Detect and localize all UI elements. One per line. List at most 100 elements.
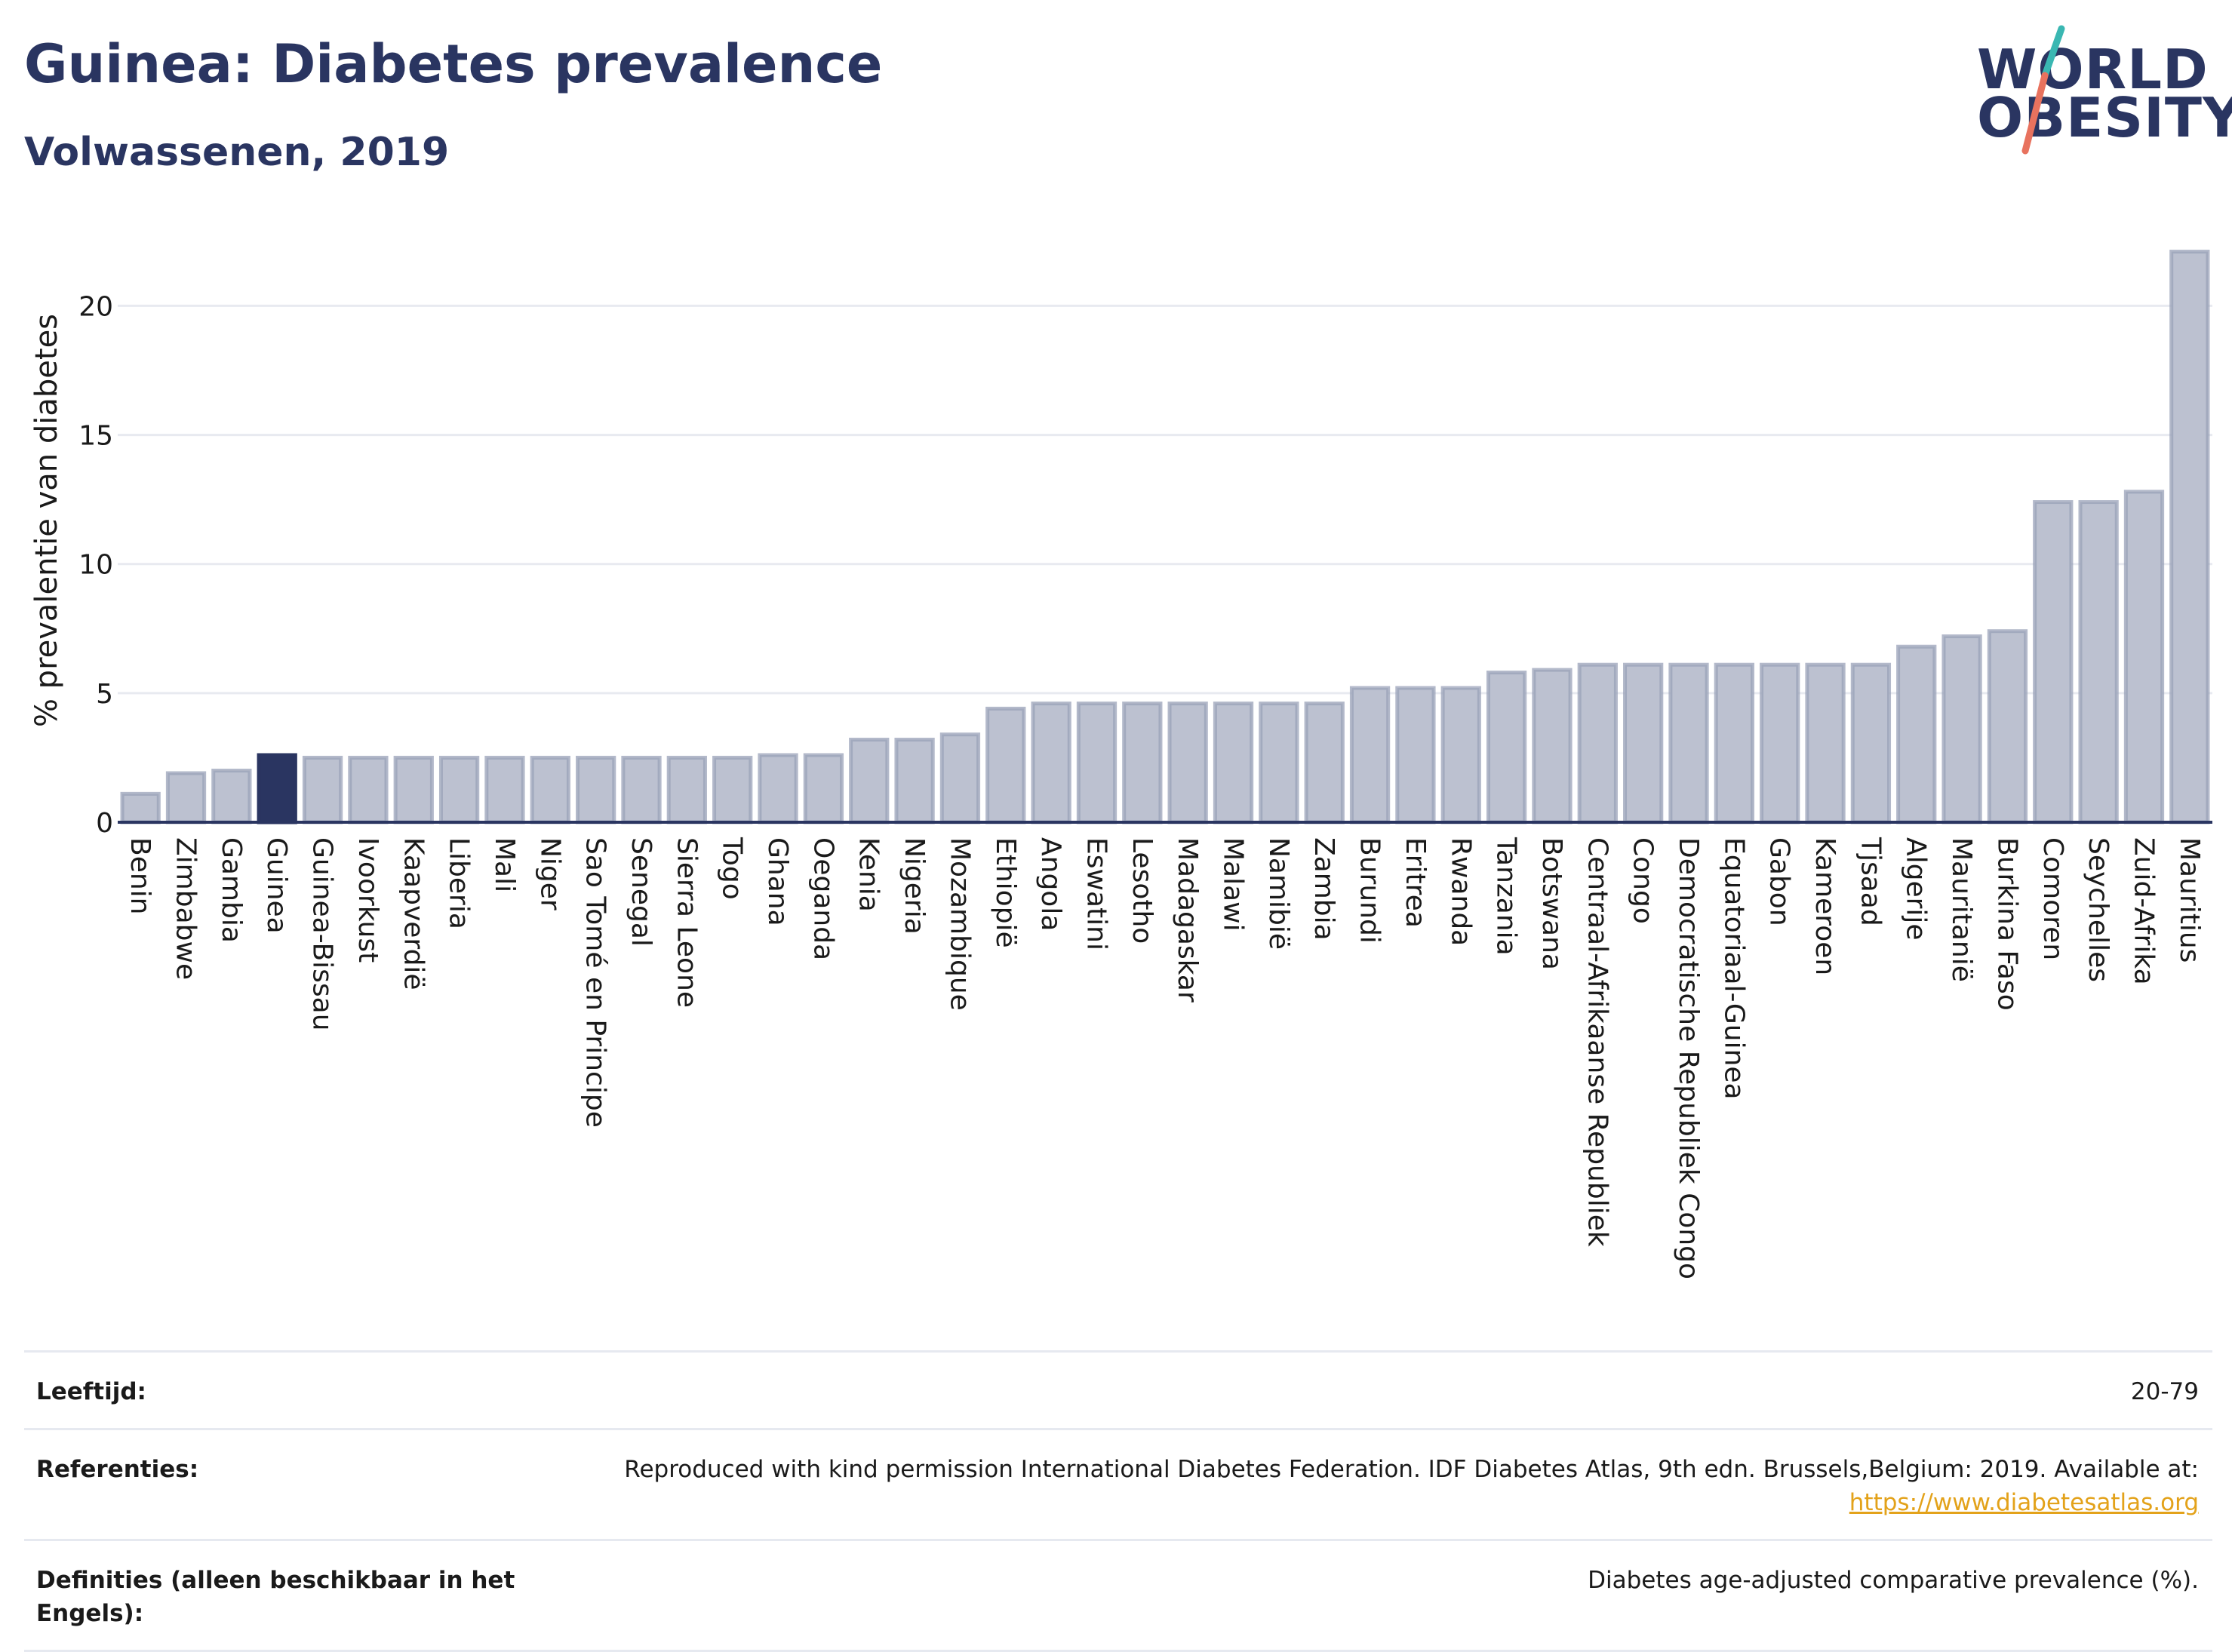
bar-rwanda[interactable] xyxy=(1440,686,1481,824)
bar-ghana[interactable] xyxy=(758,753,798,824)
references-text: Reproduced with kind permission Internat… xyxy=(624,1456,2199,1483)
logo-line-1: WORLD xyxy=(1977,38,2209,101)
references-label: Referenties: xyxy=(36,1456,199,1483)
x-tick-label: Guinea-Bissau xyxy=(307,837,338,1031)
x-tick-label: Democratische Republiek Congo xyxy=(1673,837,1704,1279)
x-tick-label: Namibië xyxy=(1263,837,1294,950)
bar-mali[interactable] xyxy=(484,755,525,824)
bar-togo[interactable] xyxy=(712,755,753,824)
references-value: Reproduced with kind permission Internat… xyxy=(624,1453,2199,1519)
x-tick-label: Angola xyxy=(1035,837,1066,931)
chart-subtitle: Volwassenen, 2019 xyxy=(24,130,450,175)
x-tick-label: Zuid-Afrika xyxy=(2128,837,2159,985)
x-tick-label: Tjsaad xyxy=(1855,837,1886,926)
x-tick-label: Kenia xyxy=(853,837,884,912)
bar-kaapverdi-[interactable] xyxy=(393,755,434,824)
x-tick-label: Eritrea xyxy=(1400,837,1431,928)
bar-malawi[interactable] xyxy=(1213,702,1254,824)
bar-zimbabwe[interactable] xyxy=(165,771,207,824)
chart-title: Guinea: Diabetes prevalence xyxy=(24,33,883,95)
x-tick-label: Mauritanië xyxy=(1946,837,1977,982)
x-tick-label: Niger xyxy=(534,837,565,910)
bar-equatoriaal-guinea[interactable] xyxy=(1714,662,1754,824)
x-tick-label: Algerije xyxy=(1901,837,1932,941)
x-tick-label: Burkina Faso xyxy=(1991,837,2022,1011)
bar-mauritius[interactable] xyxy=(2169,250,2210,824)
x-tick-label: Sierra Leone xyxy=(671,837,702,1008)
bar-guinea[interactable] xyxy=(257,753,297,824)
bar-eritrea[interactable] xyxy=(1395,686,1436,824)
x-tick-label: Zimbabwe xyxy=(171,837,201,980)
definitions-row: Definities (alleen beschikbaar in het En… xyxy=(24,1539,2212,1652)
bar-ethiopi-[interactable] xyxy=(985,706,1026,824)
bar-senegal[interactable] xyxy=(621,755,662,824)
x-tick-label: Kameroen xyxy=(1809,837,1840,975)
x-tick-label: Rwanda xyxy=(1445,837,1476,946)
bar-botswana[interactable] xyxy=(1532,668,1573,824)
x-tick-label: Burundi xyxy=(1354,837,1385,944)
x-tick-label: Gabon xyxy=(1764,837,1795,926)
bar-eswatini[interactable] xyxy=(1076,702,1118,824)
bar-lesotho[interactable] xyxy=(1122,702,1163,824)
x-tick-label: Oeganda xyxy=(807,837,838,960)
x-tick-label: Mozambique xyxy=(944,837,975,1011)
age-label: Leeftijd: xyxy=(36,1378,146,1405)
bar-mauritani-[interactable] xyxy=(1941,634,1982,824)
bar-kenia[interactable] xyxy=(849,737,890,824)
bar-kameroen[interactable] xyxy=(1805,662,1846,824)
x-tick-label: Comoren xyxy=(2037,837,2068,960)
x-tick-label: Kaapverdië xyxy=(398,837,429,990)
definitions-label: Definities (alleen beschikbaar in het En… xyxy=(36,1567,515,1627)
bar-madagaskar[interactable] xyxy=(1167,702,1208,824)
x-tick-label: Nigeria xyxy=(899,837,930,935)
bar-gabon[interactable] xyxy=(1760,662,1800,824)
bar-angola[interactable] xyxy=(1031,702,1071,824)
x-tick-label: Centraal-Afrikaanse Republiek xyxy=(1582,837,1613,1247)
bar-namibi-[interactable] xyxy=(1259,702,1299,824)
definitions-value: Diabetes age-adjusted comparative preval… xyxy=(1588,1567,2199,1594)
bar-oeganda[interactable] xyxy=(803,753,844,824)
bar-gambia[interactable] xyxy=(211,769,252,824)
x-tick-label: Tanzania xyxy=(1491,837,1522,956)
bar-burkina-faso[interactable] xyxy=(1987,629,2028,824)
references-link[interactable]: https://www.diabetesatlas.org xyxy=(1849,1489,2199,1516)
bar-ivoorkust[interactable] xyxy=(348,755,389,824)
bar-comoren[interactable] xyxy=(2033,500,2074,824)
bar-congo[interactable] xyxy=(1623,662,1664,824)
bar-liberia[interactable] xyxy=(438,755,480,824)
x-tick-label: Lesotho xyxy=(1127,837,1158,944)
metadata-table: Leeftijd: 20-79 Referenties: Reproduced … xyxy=(24,1350,2212,1652)
x-tick-label: Liberia xyxy=(444,837,475,929)
x-tick-label: Senegal xyxy=(626,837,656,947)
bar-benin[interactable] xyxy=(120,791,161,824)
bar-democratische-republiek-congo[interactable] xyxy=(1668,662,1709,824)
bar-niger[interactable] xyxy=(530,755,570,824)
bar-nigeria[interactable] xyxy=(894,737,935,824)
logo-line-2: OBESITY xyxy=(1977,86,2232,149)
x-tick-label: Zambia xyxy=(1308,837,1339,941)
bar-algerije[interactable] xyxy=(1896,644,1937,824)
references-row: Referenties: Reproduced with kind permis… xyxy=(24,1428,2212,1539)
x-tick-label: Togo xyxy=(717,837,748,900)
y-tick-label: 15 xyxy=(78,421,113,452)
x-tick-label: Guinea xyxy=(261,837,292,934)
bar-seychelles[interactable] xyxy=(2078,500,2119,824)
bar-zuid-afrika[interactable] xyxy=(2123,490,2165,824)
x-tick-label: Congo xyxy=(1628,837,1659,924)
bar-sierra-leone[interactable] xyxy=(666,755,707,824)
x-tick-label: Seychelles xyxy=(2083,837,2114,982)
logo-slash-icon xyxy=(2021,25,2065,155)
age-value: 20-79 xyxy=(2130,1378,2199,1405)
bar-chart: 0 5 10 15 20 Benin Zimbabwe Gambia Guinea Guinea-… xyxy=(78,250,2212,1279)
bar-tanzania[interactable] xyxy=(1486,670,1527,824)
bar-centraal-afrikaanse-republiek[interactable] xyxy=(1577,662,1618,824)
bar-mozambique[interactable] xyxy=(939,732,981,824)
bar-zambia[interactable] xyxy=(1304,702,1345,824)
bar-tjsaad[interactable] xyxy=(1850,662,1892,824)
x-tick-label: Benin xyxy=(125,837,155,914)
x-tick-label: Equatoriaal-Guinea xyxy=(1718,837,1749,1100)
x-tick-label: Ghana xyxy=(762,837,793,926)
bar-sao-tom-en-principe[interactable] xyxy=(576,755,616,824)
bar-burundi[interactable] xyxy=(1349,686,1391,824)
bar-guinea-bissau[interactable] xyxy=(302,755,343,824)
